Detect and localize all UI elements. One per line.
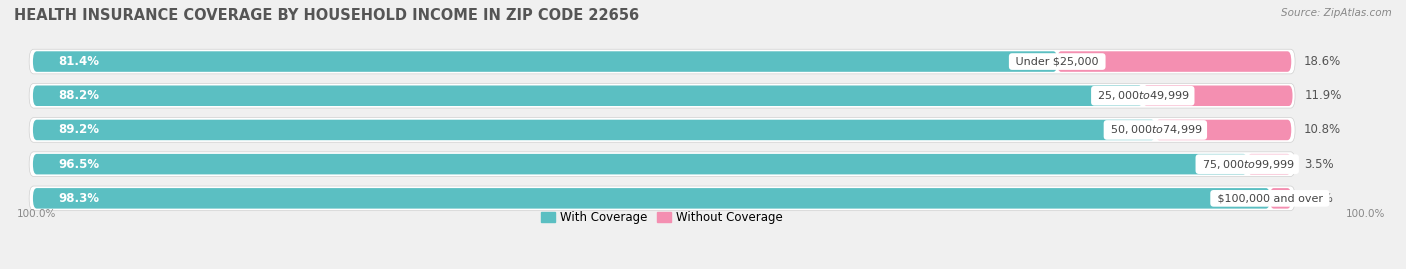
Text: 81.4%: 81.4% xyxy=(58,55,98,68)
Text: 96.5%: 96.5% xyxy=(58,158,100,171)
FancyBboxPatch shape xyxy=(32,188,1270,209)
Text: 98.3%: 98.3% xyxy=(58,192,98,205)
Text: 88.2%: 88.2% xyxy=(58,89,98,102)
Text: $100,000 and over: $100,000 and over xyxy=(1213,193,1326,203)
Text: 18.6%: 18.6% xyxy=(1303,55,1341,68)
Text: $50,000 to $74,999: $50,000 to $74,999 xyxy=(1107,123,1204,136)
Text: 89.2%: 89.2% xyxy=(58,123,98,136)
FancyBboxPatch shape xyxy=(30,83,1295,108)
Text: 1.7%: 1.7% xyxy=(1303,192,1334,205)
FancyBboxPatch shape xyxy=(1156,120,1291,140)
FancyBboxPatch shape xyxy=(32,154,1247,174)
FancyBboxPatch shape xyxy=(1270,188,1291,209)
FancyBboxPatch shape xyxy=(30,186,1295,211)
Text: 100.0%: 100.0% xyxy=(17,209,56,219)
FancyBboxPatch shape xyxy=(30,152,1295,176)
Text: $25,000 to $49,999: $25,000 to $49,999 xyxy=(1094,89,1191,102)
Text: 11.9%: 11.9% xyxy=(1305,89,1343,102)
FancyBboxPatch shape xyxy=(1143,86,1292,106)
FancyBboxPatch shape xyxy=(32,120,1156,140)
FancyBboxPatch shape xyxy=(30,49,1295,74)
Legend: With Coverage, Without Coverage: With Coverage, Without Coverage xyxy=(536,207,787,229)
FancyBboxPatch shape xyxy=(1057,51,1291,72)
Text: $75,000 to $99,999: $75,000 to $99,999 xyxy=(1199,158,1295,171)
FancyBboxPatch shape xyxy=(1247,154,1291,174)
Text: 100.0%: 100.0% xyxy=(1347,209,1386,219)
FancyBboxPatch shape xyxy=(32,86,1143,106)
Text: Under $25,000: Under $25,000 xyxy=(1012,56,1102,66)
Text: Source: ZipAtlas.com: Source: ZipAtlas.com xyxy=(1281,8,1392,18)
FancyBboxPatch shape xyxy=(30,118,1295,142)
Text: 3.5%: 3.5% xyxy=(1303,158,1333,171)
FancyBboxPatch shape xyxy=(32,51,1057,72)
Text: HEALTH INSURANCE COVERAGE BY HOUSEHOLD INCOME IN ZIP CODE 22656: HEALTH INSURANCE COVERAGE BY HOUSEHOLD I… xyxy=(14,8,640,23)
Text: 10.8%: 10.8% xyxy=(1303,123,1341,136)
